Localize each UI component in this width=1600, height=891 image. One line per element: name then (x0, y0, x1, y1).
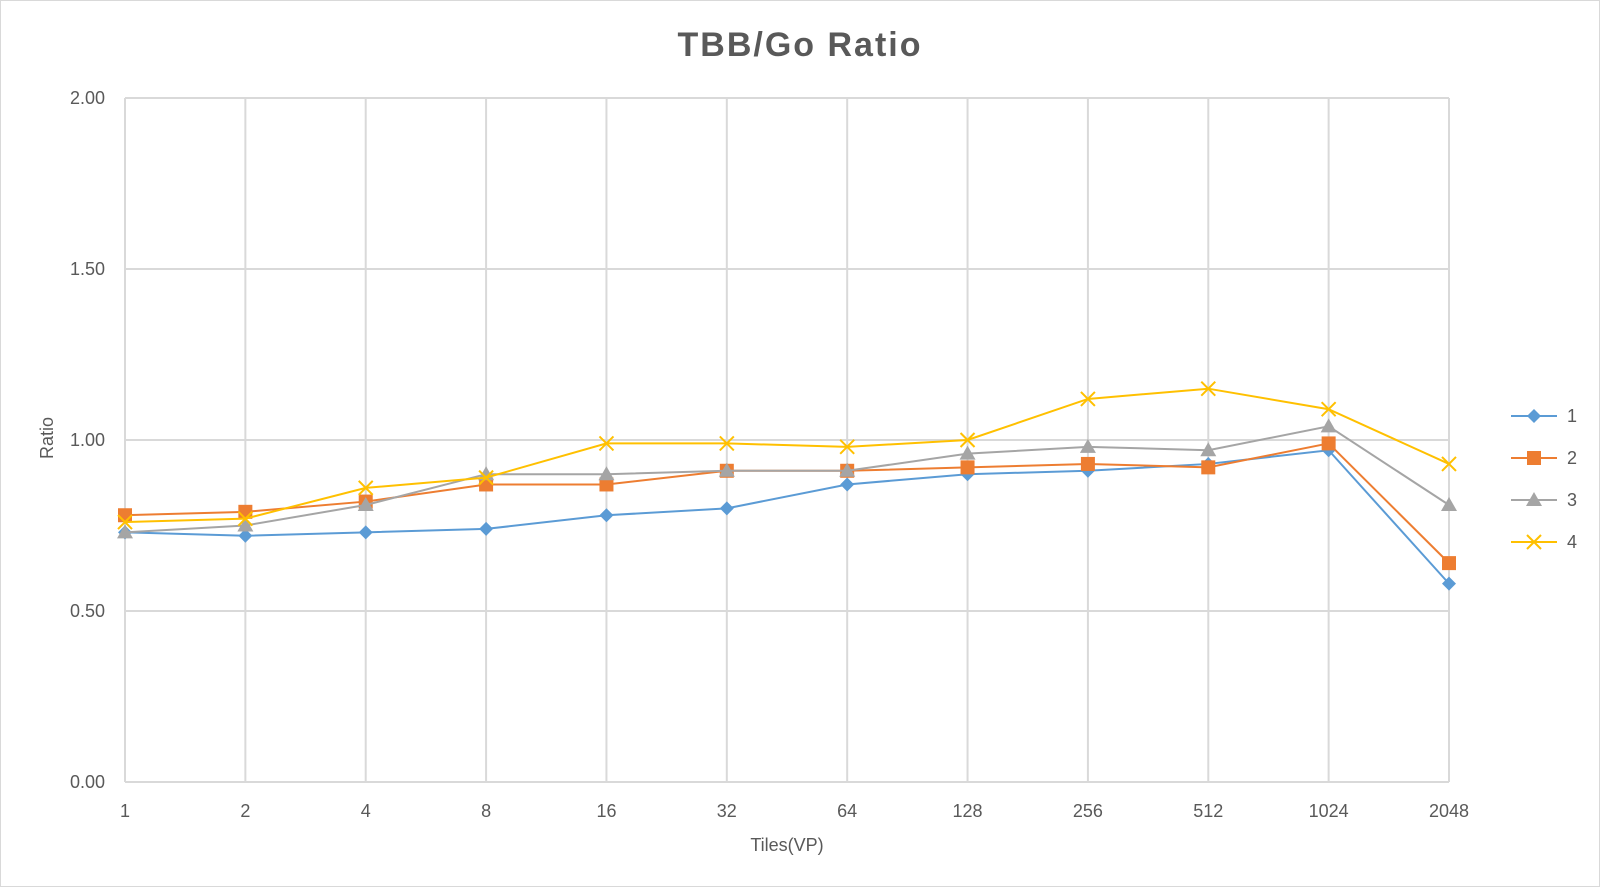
y-axis-ticks: 0.00 0.50 1.00 1.50 2.00 (70, 88, 105, 792)
y-tick-label: 0.50 (70, 601, 105, 621)
chart-title: TBB/Go Ratio (678, 26, 923, 64)
x-marker-stroke (1441, 456, 1457, 472)
legend-label: 3 (1567, 490, 1577, 510)
series-line (124, 449, 1450, 585)
legend-item-4[interactable]: 4 (1511, 532, 1577, 552)
legend-label: 4 (1567, 532, 1577, 552)
data-point (599, 508, 614, 523)
data-point (237, 517, 254, 532)
data-point (117, 524, 133, 539)
data-point (1320, 418, 1337, 433)
x-tick-label: 32 (717, 801, 737, 821)
data-point (599, 477, 614, 492)
data-point (478, 469, 494, 486)
y-tick-label: 2.00 (70, 88, 105, 108)
data-point (960, 460, 975, 475)
y-tick-label: 0.00 (70, 772, 105, 792)
y-axis-title: Ratio (37, 417, 57, 459)
x-tick-label: 128 (953, 801, 983, 821)
x-tick-label: 2048 (1429, 801, 1469, 821)
x-axis-ticks: 1 2 4 8 16 32 64 128 256 512 1024 2048 (120, 801, 1469, 821)
data-point (839, 439, 855, 455)
data-point (959, 432, 976, 448)
x-tick-label: 1024 (1309, 801, 1349, 821)
x-marker-stroke (719, 435, 735, 452)
x-tick-label: 16 (596, 801, 616, 821)
data-point (959, 445, 976, 460)
data-point (1079, 438, 1096, 453)
gridlines (124, 97, 1450, 783)
x-marker-stroke (839, 439, 855, 455)
data-point (237, 510, 254, 527)
x-tick-label: 8 (481, 801, 491, 821)
x-marker-stroke (959, 432, 976, 448)
legend-label: 1 (1567, 406, 1577, 426)
data-point (718, 462, 735, 477)
series-4 (117, 380, 1457, 530)
x-marker-stroke (1200, 380, 1216, 397)
series-layer (117, 380, 1457, 591)
data-point (598, 435, 615, 452)
data-point (479, 521, 494, 536)
data-point (1320, 401, 1337, 417)
legend-item-3[interactable]: 3 (1511, 490, 1577, 510)
data-point (1201, 460, 1216, 475)
legend-marker (1526, 534, 1542, 550)
data-point (719, 501, 734, 516)
data-point (1200, 442, 1217, 457)
series-line (124, 425, 1450, 534)
legend-item-1[interactable]: 1 (1511, 406, 1577, 426)
data-point (1321, 436, 1336, 451)
series-line (124, 442, 1450, 564)
series-3 (117, 418, 1457, 539)
legend-item-2[interactable]: 2 (1511, 448, 1577, 468)
data-point (118, 508, 132, 523)
legend-marker (1526, 492, 1542, 506)
data-point (357, 496, 374, 511)
data-point (358, 480, 374, 496)
data-point (1200, 380, 1216, 397)
x-tick-label: 512 (1193, 801, 1223, 821)
x-marker-stroke (237, 510, 254, 527)
y-tick-label: 1.00 (70, 430, 105, 450)
legend[interactable]: 1 2 3 4 (1511, 406, 1577, 552)
y-tick-label: 1.50 (70, 259, 105, 279)
x-marker-stroke (1320, 401, 1337, 417)
data-point (358, 525, 373, 540)
data-point (598, 466, 615, 481)
data-point (719, 435, 735, 452)
data-point (1442, 556, 1456, 571)
x-axis-title: Tiles(VP) (750, 835, 823, 855)
data-point (839, 462, 856, 477)
x-marker-stroke (598, 435, 615, 452)
x-marker-stroke (1526, 534, 1542, 550)
data-point (238, 528, 253, 543)
data-point (1080, 391, 1096, 407)
legend-marker (1527, 451, 1541, 465)
x-marker-stroke (1080, 391, 1096, 407)
data-point (1441, 496, 1457, 511)
series-line (124, 387, 1450, 524)
x-marker-stroke (358, 480, 374, 496)
x-marker-stroke (117, 514, 133, 530)
series-1 (118, 443, 1456, 591)
data-point (1442, 576, 1456, 591)
x-tick-label: 64 (837, 801, 857, 821)
x-tick-label: 256 (1073, 801, 1103, 821)
x-tick-label: 1 (120, 801, 130, 821)
legend-marker (1527, 409, 1541, 423)
series-2 (118, 436, 1456, 571)
data-point (1080, 456, 1095, 471)
legend-label: 2 (1567, 448, 1577, 468)
x-tick-label: 4 (361, 801, 371, 821)
data-point (117, 514, 133, 530)
data-point (1441, 456, 1457, 472)
data-point (840, 477, 855, 492)
x-tick-label: 2 (240, 801, 250, 821)
x-marker-stroke (478, 469, 494, 486)
